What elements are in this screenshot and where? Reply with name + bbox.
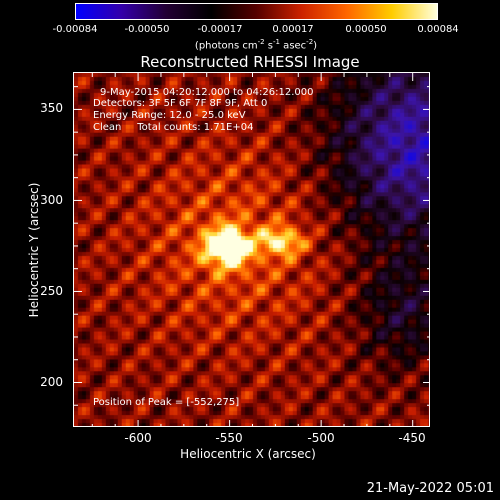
plot-title: Reconstructed RHESSI Image xyxy=(140,53,360,71)
colorbar-tick: 0.00084 xyxy=(417,24,459,35)
image-plot xyxy=(73,72,430,427)
x-axis-label: Heliocentric X (arcsec) xyxy=(180,447,316,461)
x-tick-label: -600 xyxy=(124,431,152,445)
date-stamp: 21-May-2022 05:01 xyxy=(366,481,494,496)
time-range-label: 9-May-2015 04:20:12.000 to 04:26:12.000 xyxy=(100,87,314,98)
y-tick-label: 200 xyxy=(40,375,63,389)
colorbar-tick: -0.00084 xyxy=(52,24,98,35)
colorbar-tick: -0.00050 xyxy=(124,24,170,35)
x-tick-label: -550 xyxy=(215,431,243,445)
detectors-label: Detectors: 3F 5F 6F 7F 8F 9F, Att 0 xyxy=(93,98,268,109)
y-tick-label: 350 xyxy=(40,101,63,115)
peak-position-label: Position of Peak = [-552,275] xyxy=(93,397,240,408)
clean-counts-label: Clean Total counts: 1.71E+04 xyxy=(93,122,254,133)
colorbar-units: (photons cm-2 s-1 asec-2) xyxy=(194,38,318,52)
colorbar-tick: 0.00017 xyxy=(272,24,314,35)
axis-ticks xyxy=(74,73,429,426)
colorbar-tick: 0.00050 xyxy=(345,24,387,35)
y-axis-label: Heliocentric Y (arcsec) xyxy=(27,182,41,318)
colorbar xyxy=(75,3,438,20)
y-tick-label: 250 xyxy=(40,284,63,298)
x-tick-label: -450 xyxy=(398,431,426,445)
rhessi-image-map xyxy=(74,73,429,426)
y-tick-label: 300 xyxy=(40,193,63,207)
x-tick-label: -500 xyxy=(307,431,335,445)
colorbar-tick: -0.00017 xyxy=(197,24,243,35)
energy-range-label: Energy Range: 12.0 - 25.0 keV xyxy=(93,110,246,121)
